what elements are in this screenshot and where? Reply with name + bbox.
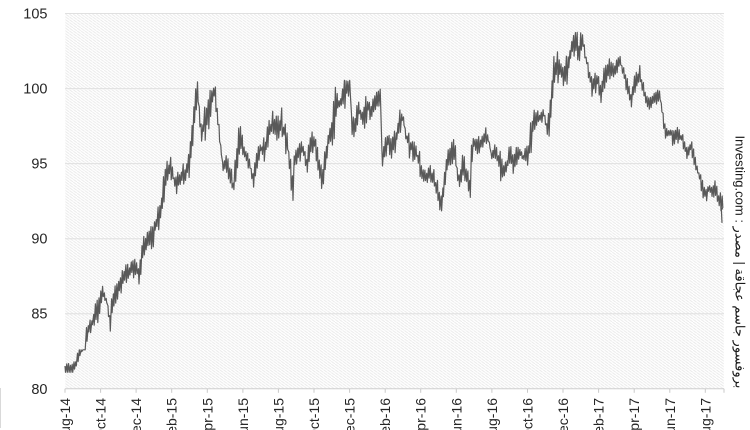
svg-text:80: 80	[31, 382, 47, 398]
svg-text:Aug-16: Aug-16	[484, 398, 500, 430]
svg-text:Jun-17: Jun-17	[662, 398, 678, 430]
svg-text:Oct-15: Oct-15	[306, 398, 322, 430]
svg-text:Dec-16: Dec-16	[555, 398, 571, 430]
svg-text:Apr-15: Apr-15	[199, 398, 215, 430]
svg-text:Aug-14: Aug-14	[57, 398, 73, 430]
svg-text:95: 95	[31, 157, 47, 173]
svg-text:100: 100	[23, 82, 47, 98]
svg-text:90: 90	[31, 232, 47, 248]
svg-text:Oct-14: Oct-14	[93, 398, 109, 430]
svg-text:Jun-15: Jun-15	[235, 398, 251, 430]
svg-text:Feb-17: Feb-17	[591, 398, 607, 430]
svg-text:85: 85	[31, 307, 47, 323]
svg-text:105: 105	[23, 7, 47, 23]
svg-text:Aug-15: Aug-15	[270, 398, 286, 430]
svg-text:Apr-17: Apr-17	[626, 398, 642, 430]
svg-text:Jun-16: Jun-16	[448, 398, 464, 430]
svg-text:Feb-16: Feb-16	[377, 398, 393, 430]
svg-text:Aug-17: Aug-17	[697, 398, 713, 430]
svg-text:بروفسور جاسم عجاقة | مصدر : In: بروفسور جاسم عجاقة | مصدر : Investing.co…	[732, 136, 748, 389]
svg-text:Dec-14: Dec-14	[128, 398, 144, 430]
svg-text:Feb-15: Feb-15	[164, 398, 180, 430]
svg-text:Dec-15: Dec-15	[342, 398, 358, 430]
svg-text:Apr-16: Apr-16	[413, 398, 429, 430]
svg-text:Oct-16: Oct-16	[520, 398, 536, 430]
